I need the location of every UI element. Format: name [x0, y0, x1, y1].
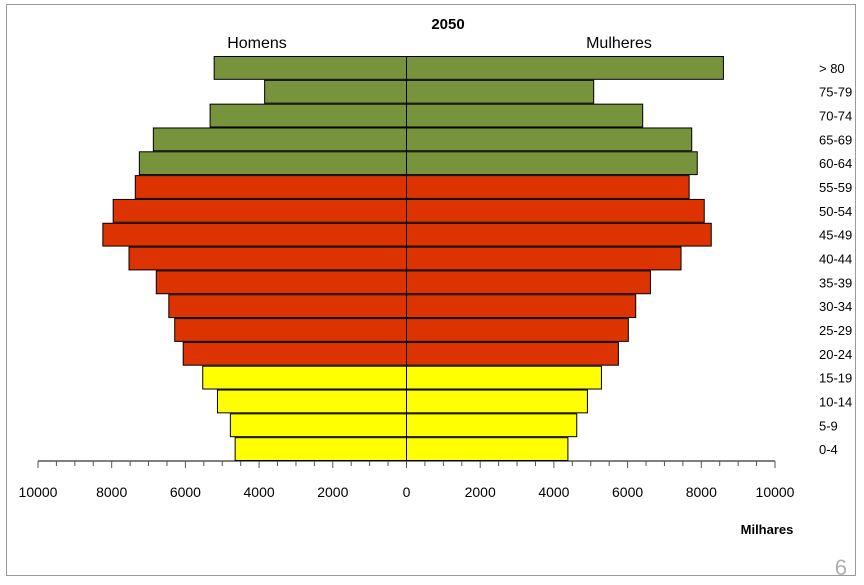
- bar-homens-35-39: [155, 270, 407, 295]
- bar-mulheres-0-4: [406, 437, 569, 462]
- right-series-label: Mulheres: [586, 35, 652, 52]
- x-tick-label: 4000: [244, 484, 275, 500]
- bar-homens-60-64: [138, 151, 407, 176]
- category-label: 20-24: [819, 347, 852, 362]
- category-label: 5-9: [819, 418, 838, 433]
- bar-mulheres-30-34: [406, 294, 637, 319]
- category-label: 60-64: [819, 156, 852, 171]
- x-axis-label: Milhares: [741, 522, 794, 537]
- bar-homens-0-4: [234, 437, 407, 462]
- category-label: 70-74: [819, 109, 852, 124]
- category-label: > 80: [819, 61, 845, 76]
- x-tick-label: 10000: [19, 484, 58, 500]
- bar-mulheres-25-29: [406, 318, 629, 342]
- bar-mulheres-65-69: [406, 127, 693, 152]
- category-label: 30-34: [819, 299, 852, 314]
- bar-mulheres-50-54: [406, 198, 705, 223]
- x-tick-label: 4000: [538, 484, 569, 500]
- bar-mulheres-20-24: [406, 341, 619, 366]
- category-label: 65-69: [819, 132, 852, 147]
- category-label: 45-49: [819, 228, 852, 243]
- bar-mulheres-40-44: [406, 246, 682, 271]
- bar-homens-5-9: [229, 413, 407, 438]
- x-tick-label: 0: [403, 484, 411, 500]
- category-label: 75-79: [819, 85, 852, 100]
- bar-mulheres-55-59: [406, 175, 690, 199]
- bar-homens-40-44: [128, 246, 407, 271]
- x-tick-label: 2000: [465, 484, 496, 500]
- bar-homens-55-59: [134, 175, 407, 199]
- page-number: 6: [834, 555, 847, 580]
- bar-mulheres-45-49: [406, 222, 712, 247]
- bar-mulheres-35-39: [406, 270, 651, 295]
- bar-mulheres-> 80: [406, 56, 724, 80]
- category-label: 0-4: [819, 442, 838, 457]
- x-tick-label: 6000: [170, 484, 201, 500]
- bar-homens-20-24: [182, 341, 407, 366]
- category-label: 50-54: [819, 204, 852, 219]
- category-label: 10-14: [819, 394, 852, 409]
- bar-homens-25-29: [174, 318, 407, 342]
- x-tick-label: 2000: [317, 484, 348, 500]
- x-tick-label: 8000: [686, 484, 717, 500]
- bar-mulheres-10-14: [406, 389, 588, 414]
- bar-mulheres-70-74: [406, 103, 644, 128]
- chart-frame: 2050 Homens Mulheres 0-4 5-9 10-14 15-19 20-…: [6, 4, 856, 580]
- bar-homens-10-14: [216, 389, 407, 414]
- category-labels-group: 0-4 5-9 10-14 15-19 20-24 25-29 30-34 35-39 40-4…: [819, 61, 852, 457]
- bar-mulheres-60-64: [406, 151, 698, 176]
- bar-mulheres-15-19: [406, 365, 602, 390]
- bar-homens-70-74: [209, 103, 407, 128]
- x-axis: 10000 8000 6000 4000 2000 0 2000 4000 6000 8000 10…: [19, 56, 795, 500]
- bars-group: [102, 56, 724, 462]
- bar-homens-> 80: [213, 56, 407, 80]
- bar-mulheres-75-79: [406, 79, 595, 104]
- x-tick-label: 6000: [612, 484, 643, 500]
- category-label: 40-44: [819, 252, 852, 267]
- chart-title: 2050: [431, 16, 464, 33]
- category-label: 25-29: [819, 323, 852, 338]
- bar-homens-75-79: [264, 79, 407, 104]
- bar-homens-50-54: [112, 198, 407, 223]
- x-tick-label: 8000: [96, 484, 127, 500]
- population-pyramid-chart: 2050 Homens Mulheres 0-4 5-9 10-14 15-19 20-…: [19, 16, 853, 537]
- category-label: 15-19: [819, 371, 852, 386]
- bar-homens-65-69: [152, 127, 407, 152]
- bar-mulheres-5-9: [406, 413, 578, 438]
- bar-homens-45-49: [102, 222, 408, 247]
- category-label: 55-59: [819, 180, 852, 195]
- bar-homens-30-34: [168, 294, 407, 319]
- x-tick-label: 10000: [756, 484, 795, 500]
- left-series-label: Homens: [227, 35, 287, 52]
- category-label: 35-39: [819, 275, 852, 290]
- bar-homens-15-19: [202, 365, 407, 390]
